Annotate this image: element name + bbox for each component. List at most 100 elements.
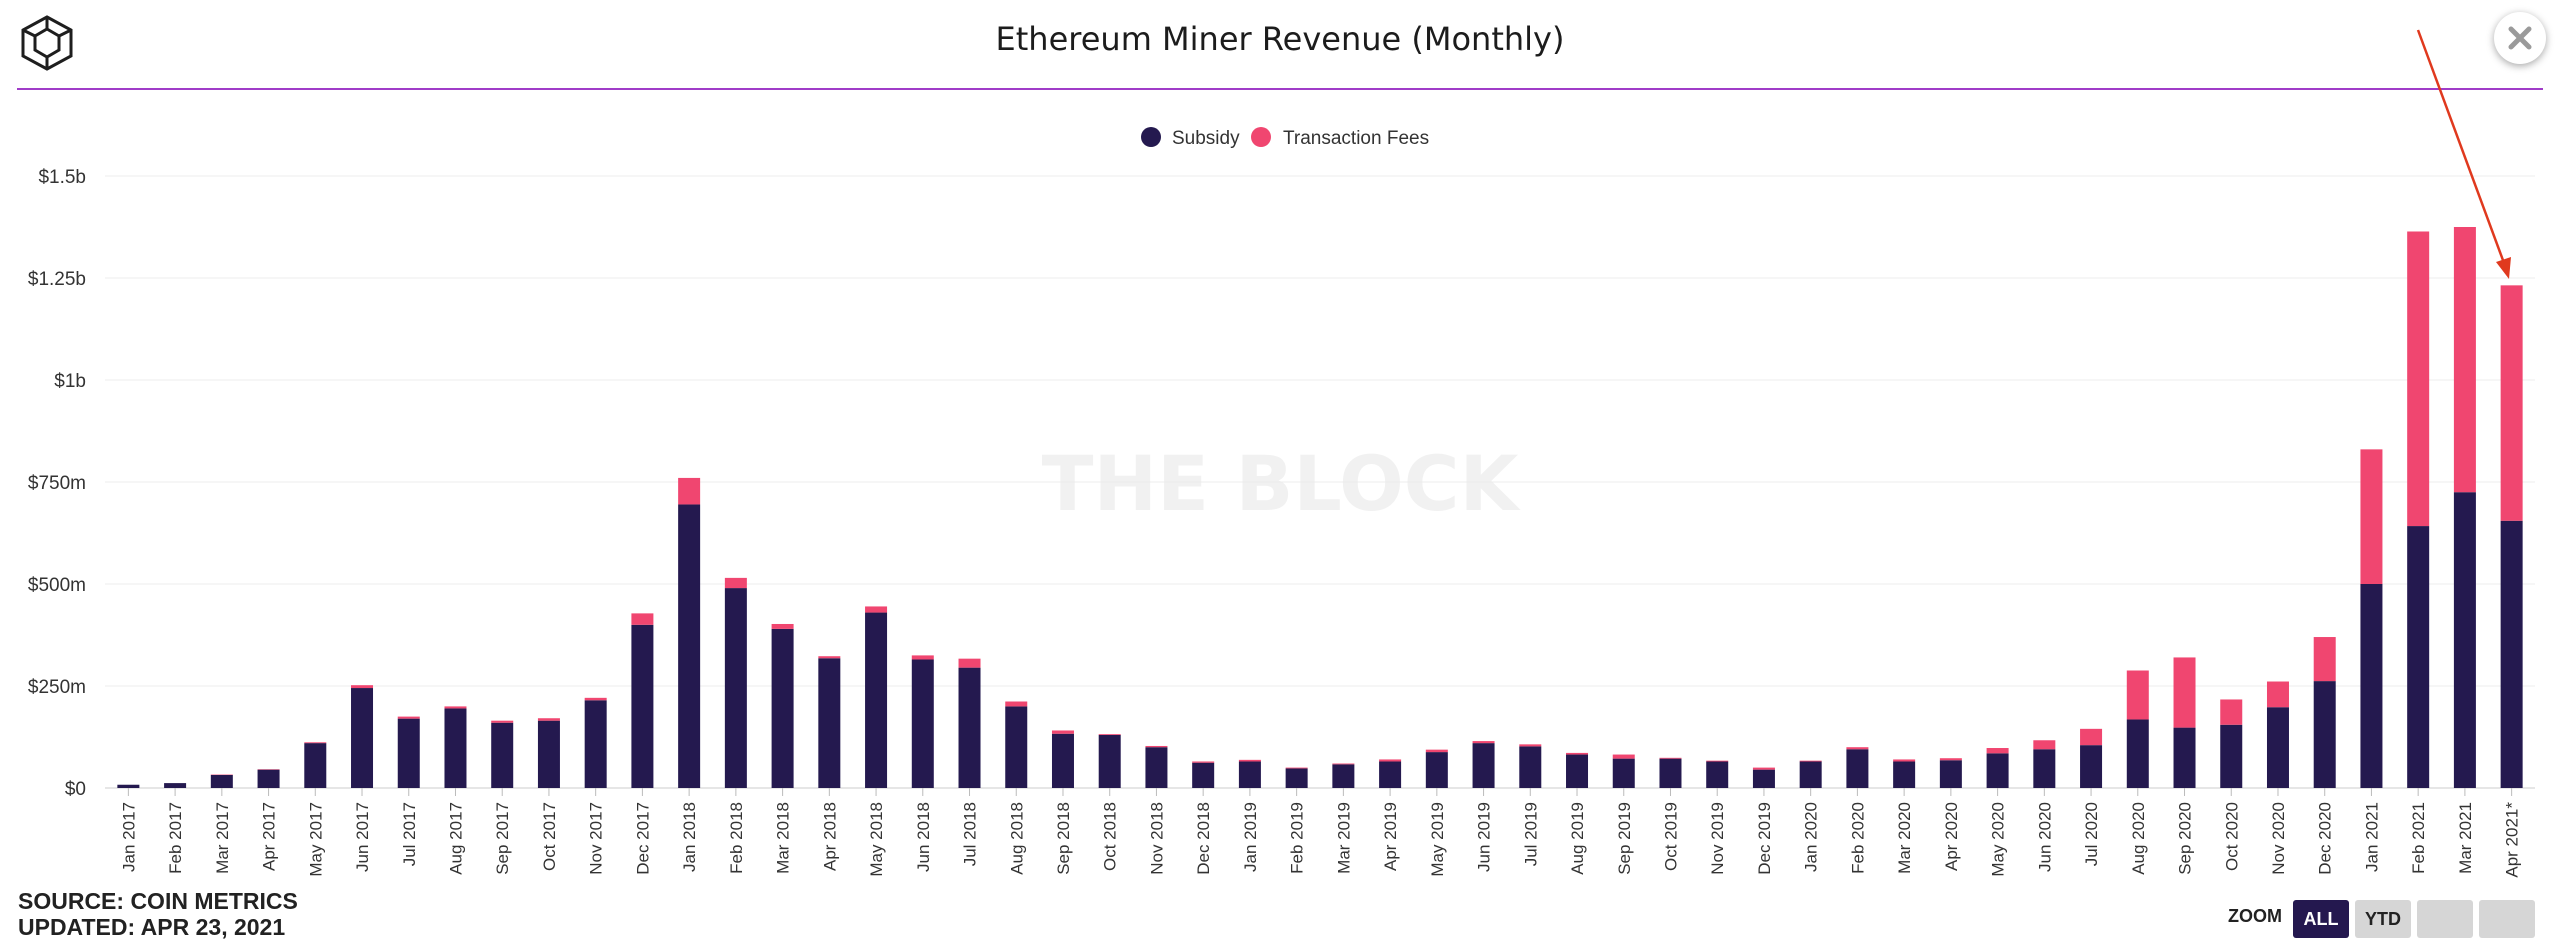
bar-subsidy[interactable] — [164, 783, 187, 788]
bar-subsidy[interactable] — [1098, 734, 1121, 788]
bar-transaction-fees[interactable] — [1893, 759, 1916, 762]
bar-subsidy[interactable] — [2266, 707, 2289, 788]
bar-subsidy[interactable] — [2407, 526, 2430, 788]
bar-transaction-fees[interactable] — [818, 656, 841, 659]
bar-subsidy[interactable] — [2360, 584, 2383, 788]
bar-transaction-fees[interactable] — [1939, 758, 1962, 761]
bar-subsidy[interactable] — [210, 774, 233, 788]
bar-transaction-fees[interactable] — [2407, 231, 2430, 527]
zoom-ytd-button[interactable]: YTD — [2355, 900, 2411, 938]
bar-subsidy[interactable] — [1659, 758, 1682, 788]
bar-subsidy[interactable] — [1051, 733, 1074, 788]
bar-transaction-fees[interactable] — [444, 706, 467, 709]
bar-subsidy[interactable] — [1472, 743, 1495, 788]
bar-transaction-fees[interactable] — [1986, 748, 2009, 754]
bar-subsidy[interactable] — [2080, 745, 2103, 788]
bar-transaction-fees[interactable] — [1472, 741, 1495, 744]
bar-subsidy[interactable] — [1939, 760, 1962, 788]
zoom-all-button[interactable]: ALL — [2293, 900, 2349, 938]
bar-transaction-fees[interactable] — [491, 720, 514, 723]
bar-transaction-fees[interactable] — [1379, 759, 1402, 762]
bar-transaction-fees[interactable] — [537, 718, 560, 721]
bar-subsidy[interactable] — [584, 700, 607, 788]
bar-transaction-fees[interactable] — [2500, 285, 2523, 521]
bar-transaction-fees[interactable] — [2173, 657, 2196, 728]
bar-transaction-fees[interactable] — [2033, 740, 2056, 750]
bar-subsidy[interactable] — [2033, 749, 2056, 788]
legend-label[interactable]: Subsidy — [1172, 128, 1240, 149]
bar-subsidy[interactable] — [1519, 746, 1542, 788]
zoom-button-3[interactable] — [2417, 900, 2473, 938]
bar-subsidy[interactable] — [304, 743, 327, 788]
zoom-button-4[interactable] — [2479, 900, 2535, 938]
bar-subsidy[interactable] — [1566, 754, 1589, 788]
bar-transaction-fees[interactable] — [1566, 752, 1589, 755]
bar-transaction-fees[interactable] — [1425, 749, 1448, 753]
bar-subsidy[interactable] — [958, 667, 981, 788]
bar-transaction-fees[interactable] — [2080, 728, 2103, 746]
bar-transaction-fees[interactable] — [724, 577, 747, 589]
bar-subsidy[interactable] — [2220, 724, 2243, 788]
legend-marker[interactable] — [1141, 127, 1161, 147]
bar-transaction-fees[interactable] — [2266, 681, 2289, 708]
bar-subsidy[interactable] — [1846, 749, 1869, 788]
bar-transaction-fees[interactable] — [1332, 763, 1355, 765]
bar-transaction-fees[interactable] — [1005, 701, 1028, 707]
bar-subsidy[interactable] — [117, 784, 140, 788]
bar-transaction-fees[interactable] — [2313, 637, 2336, 682]
bar-subsidy[interactable] — [2173, 727, 2196, 788]
bar-transaction-fees[interactable] — [351, 685, 374, 689]
bar-subsidy[interactable] — [1379, 761, 1402, 788]
close-button[interactable] — [2494, 12, 2546, 64]
bar-transaction-fees[interactable] — [1752, 767, 1775, 770]
bar-subsidy[interactable] — [1893, 761, 1916, 788]
bar-subsidy[interactable] — [537, 720, 560, 788]
bar-subsidy[interactable] — [1005, 706, 1028, 788]
bar-transaction-fees[interactable] — [1238, 759, 1261, 762]
bar-subsidy[interactable] — [1706, 761, 1729, 788]
bar-subsidy[interactable] — [1145, 747, 1168, 788]
bar-subsidy[interactable] — [397, 718, 420, 788]
bar-subsidy[interactable] — [1986, 753, 2009, 788]
bar-transaction-fees[interactable] — [1799, 760, 1822, 762]
bar-subsidy[interactable] — [1612, 758, 1635, 788]
bar-subsidy[interactable] — [1752, 769, 1775, 788]
bar-subsidy[interactable] — [631, 624, 654, 788]
bar-transaction-fees[interactable] — [584, 697, 607, 701]
bar-transaction-fees[interactable] — [865, 606, 888, 613]
bar-subsidy[interactable] — [1332, 764, 1355, 788]
bar-subsidy[interactable] — [2453, 492, 2476, 788]
bar-transaction-fees[interactable] — [1051, 730, 1074, 734]
bar-transaction-fees[interactable] — [2126, 670, 2149, 720]
bar-transaction-fees[interactable] — [958, 658, 981, 668]
bar-transaction-fees[interactable] — [1659, 757, 1682, 759]
bar-transaction-fees[interactable] — [1612, 754, 1635, 759]
cube-logo-icon[interactable] — [18, 14, 76, 72]
bar-transaction-fees[interactable] — [911, 655, 934, 660]
bar-subsidy[interactable] — [1192, 762, 1215, 788]
bar-subsidy[interactable] — [2126, 719, 2149, 788]
bar-transaction-fees[interactable] — [771, 623, 794, 629]
bar-transaction-fees[interactable] — [2220, 699, 2243, 725]
bar-subsidy[interactable] — [771, 628, 794, 788]
bar-subsidy[interactable] — [1799, 761, 1822, 788]
bar-transaction-fees[interactable] — [2453, 227, 2476, 493]
bar-subsidy[interactable] — [257, 769, 280, 788]
bar-transaction-fees[interactable] — [678, 477, 701, 505]
bar-subsidy[interactable] — [865, 612, 888, 788]
bar-transaction-fees[interactable] — [304, 742, 327, 744]
bar-transaction-fees[interactable] — [1285, 767, 1308, 769]
bar-subsidy[interactable] — [351, 688, 374, 788]
bar-transaction-fees[interactable] — [1706, 760, 1729, 762]
bar-subsidy[interactable] — [818, 658, 841, 788]
bar-transaction-fees[interactable] — [1098, 734, 1121, 735]
bar-transaction-fees[interactable] — [1519, 744, 1542, 747]
bar-subsidy[interactable] — [444, 708, 467, 788]
bar-transaction-fees[interactable] — [397, 716, 420, 719]
bar-subsidy[interactable] — [1425, 752, 1448, 788]
bar-subsidy[interactable] — [491, 722, 514, 788]
bar-subsidy[interactable] — [1238, 761, 1261, 788]
bar-subsidy[interactable] — [911, 659, 934, 788]
bar-transaction-fees[interactable] — [631, 613, 654, 625]
bar-subsidy[interactable] — [724, 588, 747, 788]
